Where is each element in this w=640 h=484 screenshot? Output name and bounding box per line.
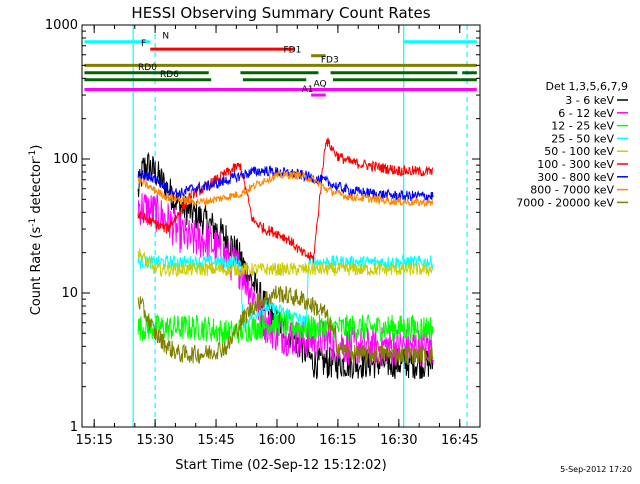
flag-label-a1: A1 [302,85,314,95]
x-tick-label: 16:30 [380,433,417,448]
legend-label-12-25-kev: 12 - 25 keV [551,120,614,133]
y-axis-label: Count Rate (s-1 detector-1) [28,145,44,316]
flag-label-f: F [141,39,146,49]
flag-label-fd1: FD1 [284,46,302,56]
series-line-6-12-kev [137,193,434,367]
legend-label-25-50-kev: 25 - 50 keV [551,132,614,145]
flag-label-fd3: FD3 [321,55,339,65]
flag-label-rd6: RD6 [160,70,179,80]
y-axis-label-suffix: ) [29,145,44,150]
y-axis-label-prefix: Count Rate (s [29,227,44,316]
footer-timestamp: 5-Sep-2012 17:20 [560,465,632,474]
y-axis-label-sup2: -1 [28,150,38,159]
legend-header: Det 1,3,5,6,7,9 [545,80,628,93]
axes: 1 10 100 1000 15:15 15:30 15:45 16:00 16:15 16:30… [45,18,481,448]
x-tick-label: 15:45 [197,433,234,448]
x-tick-label: 16:45 [441,433,478,448]
x-tick-label: 16:15 [319,433,356,448]
x-tick-label: 15:30 [136,433,173,448]
legend-label-3-6-kev: 3 - 6 keV [565,94,614,107]
y-tick-label: 1 [70,420,78,435]
plot-area [132,25,468,427]
series-line-50-100-kev [137,248,434,278]
y-tick-label: 1000 [45,18,78,33]
x-axis-label: Start Time (02-Sep-12 15:12:02) [175,458,386,473]
y-axis-label-sup1: -1 [28,218,38,227]
plot-clip-group [132,25,468,427]
y-axis-label-middle: detector [29,158,44,218]
legend-label-7000-20000-kev: 7000 - 20000 keV [516,196,614,209]
x-tick-label: 15:15 [75,433,112,448]
series-line-25-50-kev [137,253,434,329]
legend-label-100-300-kev: 100 - 300 keV [537,158,614,171]
plot-frame [81,24,481,428]
x-tick-label: 16:00 [258,433,295,448]
legend-label-300-800-kev: 300 - 800 keV [537,171,614,184]
series-line-12-25-kev [137,310,434,346]
y-tick-label: 10 [61,286,78,301]
series-line-800-7000-kev [137,170,434,207]
series-line-7000-20000-kev [137,285,434,365]
chart-title: HESSI Observing Summary Count Rates [131,4,430,22]
flag-label-rd0: RD0 [138,63,157,73]
legend-label-6-12-kev: 6 - 12 keV [558,107,614,120]
y-tick-label: 100 [53,152,78,167]
legend-label-800-7000-kev: 800 - 7000 keV [530,184,614,197]
flag-label-n: N [162,32,169,42]
flag-label-aq: AQ [314,80,327,90]
legend-label-50-100-kev: 50 - 100 keV [544,145,614,158]
